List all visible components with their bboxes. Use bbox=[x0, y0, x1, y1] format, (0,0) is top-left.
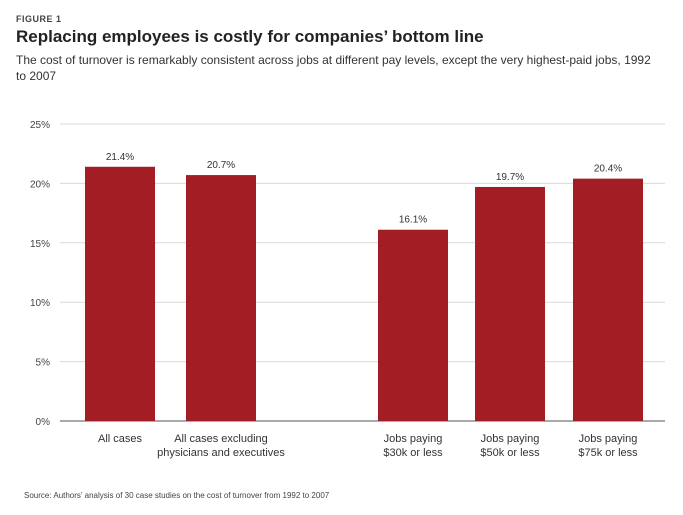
x-category-label: $50k or less bbox=[480, 447, 540, 459]
x-category-label: Jobs paying bbox=[384, 433, 443, 445]
x-category-label: $75k or less bbox=[578, 447, 638, 459]
figure-label: FIGURE 1 bbox=[16, 14, 62, 24]
y-tick-label: 25% bbox=[30, 120, 50, 131]
y-tick-label: 0% bbox=[36, 417, 51, 428]
x-category-label: physicians and executives bbox=[157, 447, 285, 459]
bar-value-label: 20.4% bbox=[594, 164, 622, 175]
x-category-label: Jobs paying bbox=[579, 433, 638, 445]
bar bbox=[378, 229, 448, 421]
x-category-label: Jobs paying bbox=[481, 433, 540, 445]
y-tick-label: 5% bbox=[36, 358, 51, 369]
bar-value-label: 19.7% bbox=[496, 172, 524, 183]
chart-title: Replacing employees is costly for compan… bbox=[16, 27, 484, 46]
y-tick-label: 15% bbox=[30, 239, 50, 250]
x-category-label: All cases bbox=[98, 433, 143, 445]
x-category-label: $30k or less bbox=[383, 447, 443, 459]
bar bbox=[475, 186, 545, 421]
bar-value-label: 21.4% bbox=[106, 152, 134, 163]
bar bbox=[85, 166, 155, 421]
y-tick-label: 20% bbox=[30, 179, 50, 190]
y-tick-label: 10% bbox=[30, 298, 50, 309]
chart-subtitle: The cost of turnover is remarkably consi… bbox=[16, 53, 651, 83]
x-category-label: All cases excluding bbox=[174, 433, 268, 445]
bar-value-label: 16.1% bbox=[399, 215, 427, 226]
bar bbox=[573, 178, 643, 421]
bar-value-label: 20.7% bbox=[207, 160, 235, 171]
bar bbox=[186, 175, 256, 421]
source-note: Source: Authors’ analysis of 30 case stu… bbox=[24, 491, 330, 500]
